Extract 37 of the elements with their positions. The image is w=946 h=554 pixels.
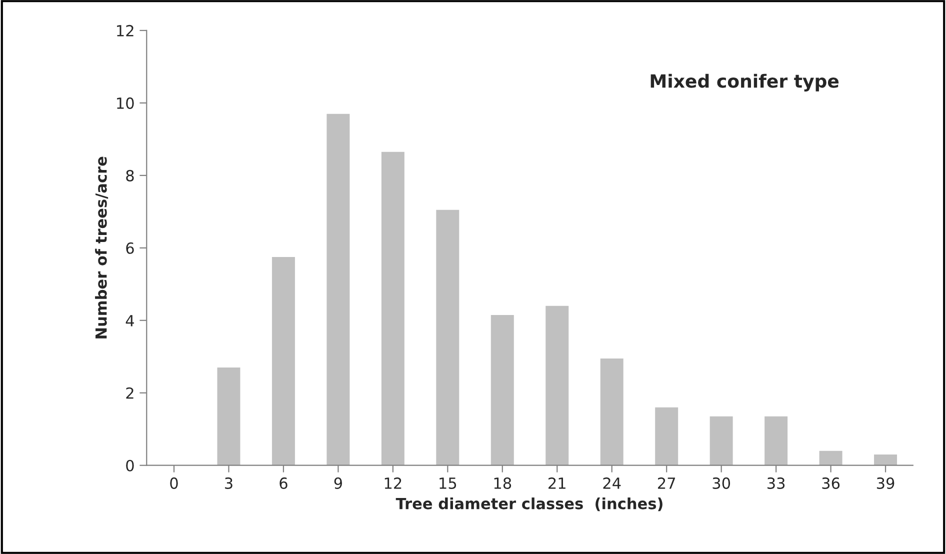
x-tick-label: 30 [712, 477, 730, 489]
bar [600, 358, 624, 466]
bar [546, 306, 569, 466]
y-tick-label: 2 [126, 387, 134, 399]
bar [436, 210, 460, 466]
bar [874, 454, 898, 466]
x-tick-label: 24 [603, 477, 621, 489]
bar [490, 314, 514, 466]
x-tick-label: 12 [384, 477, 402, 489]
bar [272, 256, 295, 466]
y-axis-title: Number of trees/acre [95, 156, 108, 338]
bar [764, 416, 788, 466]
x-axis-title: Tree diameter classes (inches) [396, 498, 662, 512]
y-tick-label: 4 [126, 315, 134, 326]
bar [819, 450, 842, 466]
annotation: Mixed conifer type [650, 74, 839, 92]
bar [710, 416, 733, 466]
bar [381, 152, 404, 466]
x-tick-label: 6 [280, 477, 288, 489]
y-tick-label: 6 [126, 242, 134, 254]
x-tick-label: 27 [658, 477, 676, 489]
bar [326, 114, 350, 466]
x-tick-label: 36 [822, 477, 840, 489]
y-tick-label: 8 [126, 170, 134, 182]
y-tick-label: 0 [126, 460, 134, 472]
y-tick-label: 10 [117, 97, 134, 109]
y-tick-label: 12 [117, 24, 134, 36]
x-tick-label: 3 [225, 477, 232, 489]
x-tick-label: 0 [170, 477, 178, 489]
x-tick-label: 33 [768, 477, 785, 489]
bar [655, 407, 678, 466]
x-tick-label: 18 [494, 477, 512, 489]
x-tick-label: 39 [876, 477, 894, 489]
x-tick-label: 21 [548, 477, 566, 489]
x-tick-label: 9 [334, 477, 342, 489]
bar [217, 368, 240, 466]
x-tick-label: 15 [440, 478, 456, 489]
